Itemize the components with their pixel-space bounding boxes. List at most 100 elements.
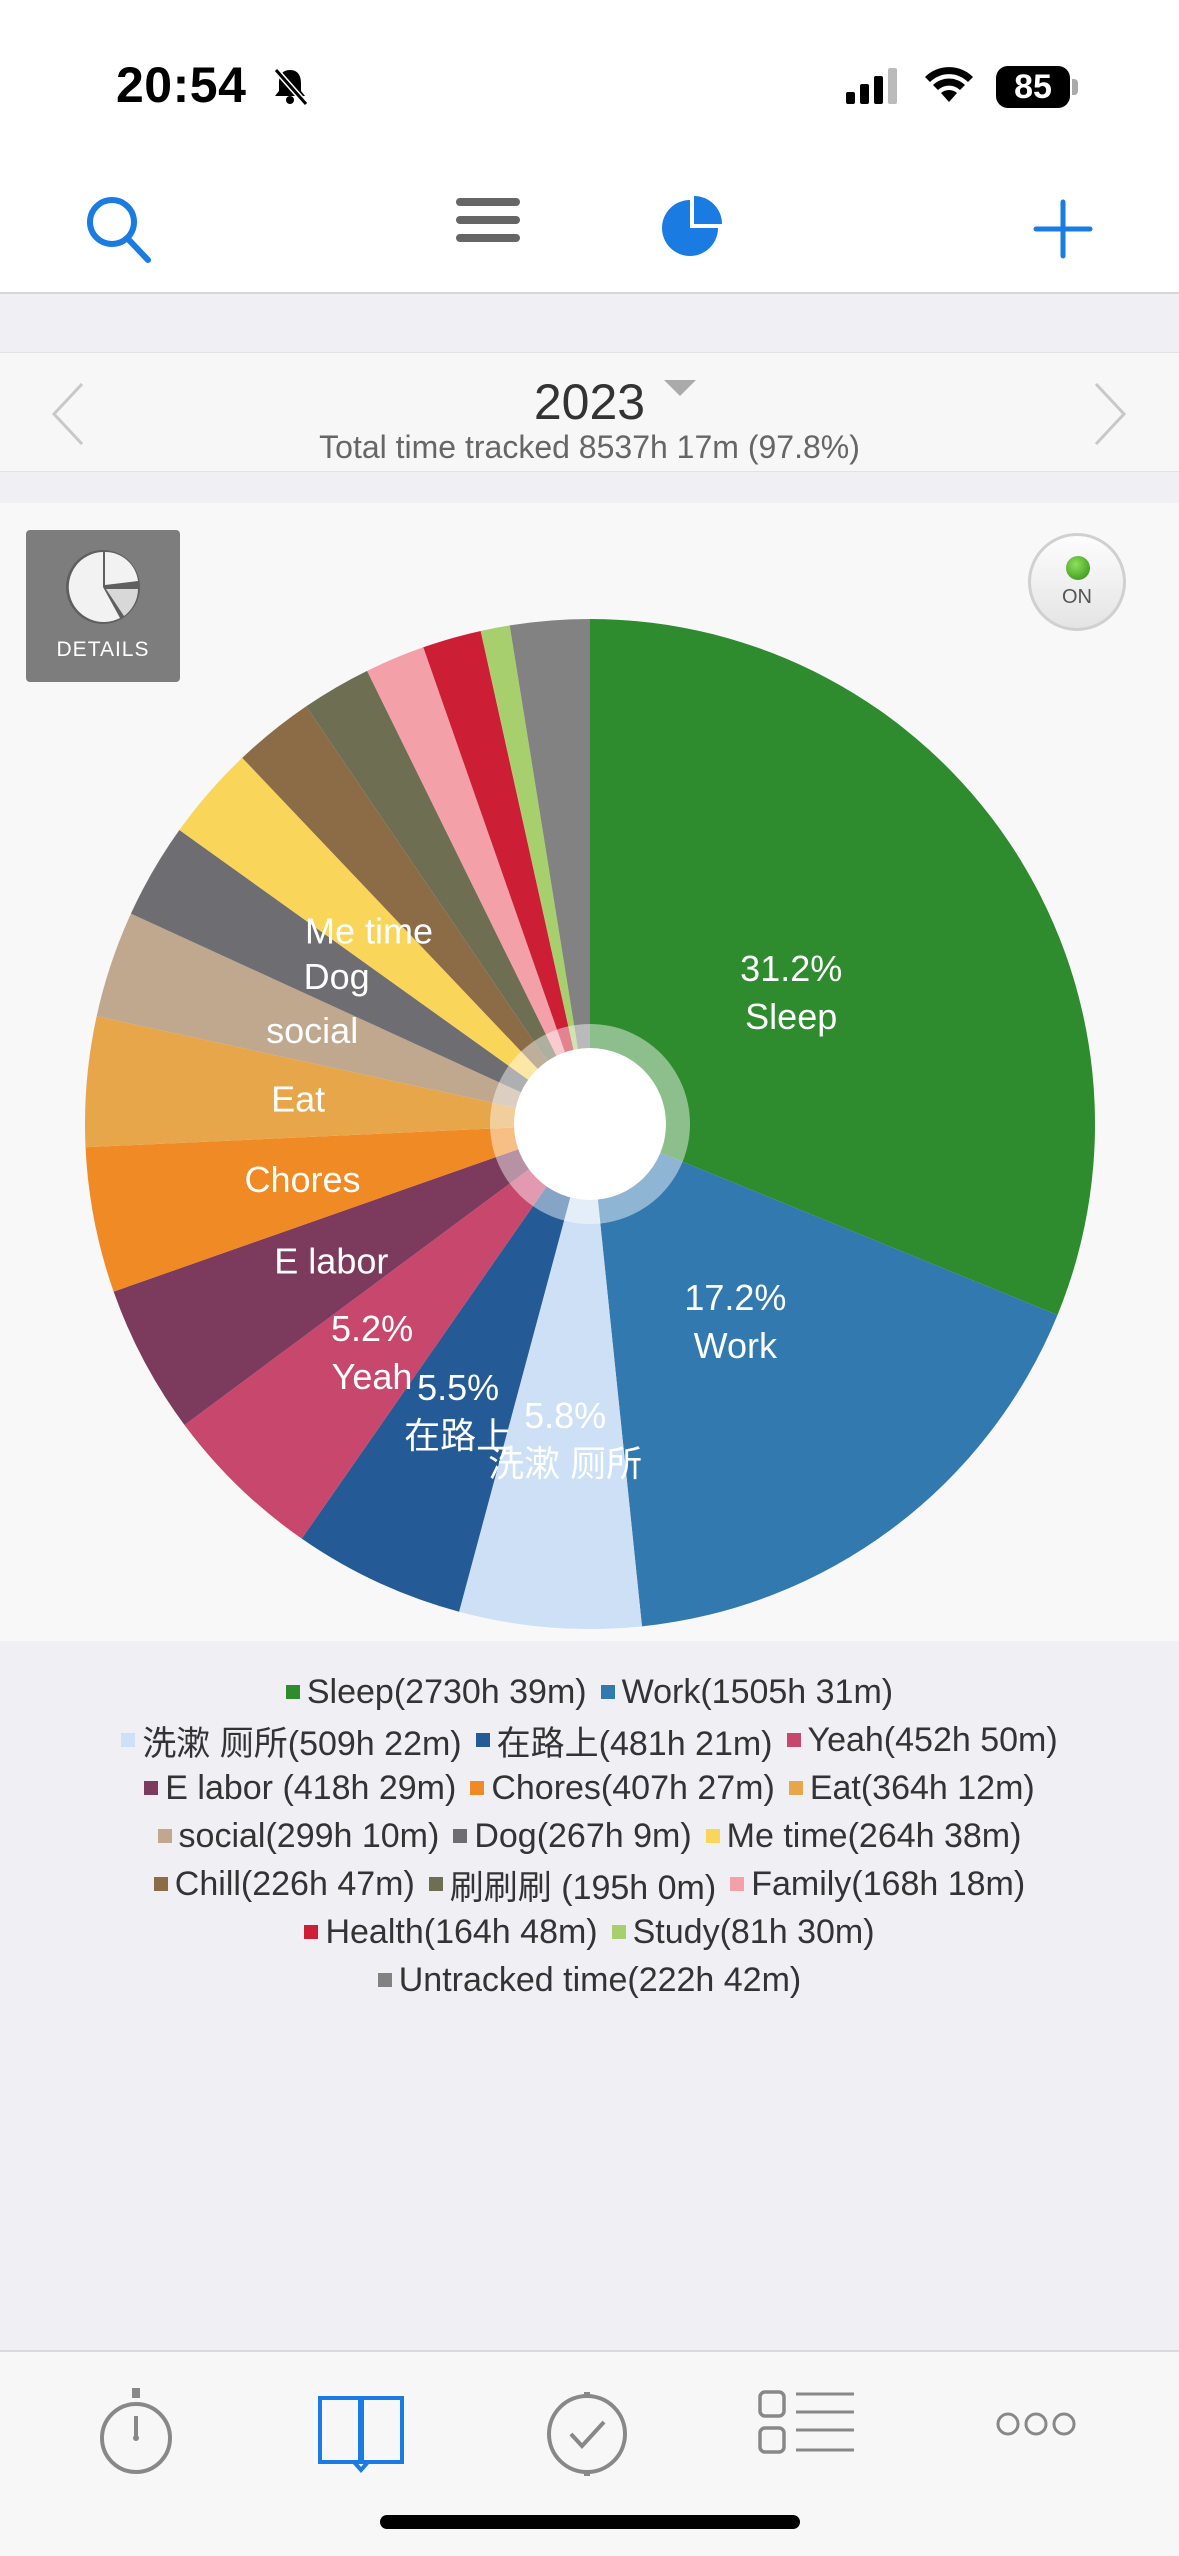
legend-label: E labor (418h 29m) [165, 1768, 457, 1807]
legend-label: Health(164h 48m) [325, 1912, 598, 1951]
legend-swatch [730, 1877, 745, 1891]
legend-swatch [304, 1925, 319, 1939]
home-indicator [380, 2515, 800, 2529]
pie-slice-health[interactable] [423, 630, 590, 1124]
pie-slice-dog[interactable] [130, 830, 590, 1124]
previous-period-chevron-icon[interactable] [50, 382, 86, 446]
labels-toggle[interactable]: ON [1028, 533, 1126, 631]
legend-item[interactable]: Chill(226h 47m) [153, 1865, 415, 1904]
battery-indicator: 85 [996, 66, 1078, 108]
legend-label: 在路上(481h 21m) [496, 1724, 773, 1763]
slice-name-label: E labor [274, 1240, 388, 1281]
legend-item[interactable]: Study(81h 30m) [611, 1912, 875, 1952]
toggle-label: ON [1062, 586, 1092, 608]
more-icon[interactable] [996, 2410, 1076, 2440]
legend-swatch [157, 1829, 172, 1843]
pie-slice-yeah[interactable] [184, 1124, 591, 1539]
pie-slice-刷刷刷[interactable] [306, 670, 590, 1124]
slice-name-label: social [266, 1010, 358, 1051]
activities-list-icon[interactable] [756, 2386, 856, 2462]
goals-icon[interactable] [544, 2386, 630, 2476]
pie-slice-social[interactable] [96, 913, 591, 1124]
wifi-icon [925, 67, 973, 102]
legend-label: Family(168h 18m) [751, 1864, 1026, 1903]
legend-label: Sleep(2730h 39m) [306, 1672, 587, 1711]
legend-item[interactable]: Eat(364h 12m) [788, 1768, 1035, 1808]
pie-slice-untracked-time[interactable] [509, 619, 590, 1124]
slice-name-label: Dog [304, 956, 370, 997]
battery-tip [1072, 79, 1078, 95]
search-icon[interactable] [84, 194, 154, 266]
legend-label: Study(81h 30m) [632, 1912, 875, 1951]
legend-item[interactable]: 在路上(481h 21m) [475, 1716, 773, 1765]
toggle-indicator [1066, 556, 1090, 580]
legend-item[interactable]: social(299h 10m) [157, 1817, 439, 1856]
legend-item[interactable]: Sleep(2730h 39m) [285, 1672, 587, 1712]
legend-label: Eat(364h 12m) [809, 1768, 1035, 1807]
legend-row: Untracked time(222h 42m) [0, 1956, 1179, 2004]
legend-row: 洗漱 厕所(509h 22m) 在路上(481h 21m) Yeah(452h 50… [0, 1716, 1179, 1764]
legend-item[interactable]: E labor (418h 29m) [144, 1769, 456, 1808]
slice-name-label: Sleep [745, 996, 837, 1037]
pie-slice-chores[interactable] [85, 1124, 591, 1292]
legend-label: Untracked time(222h 42m) [398, 1960, 802, 1999]
legend-swatch [285, 1685, 300, 1699]
pie-center-hole [514, 1048, 666, 1200]
legend-swatch [470, 1781, 485, 1795]
menu-icon[interactable] [454, 194, 522, 250]
legend-swatch [611, 1925, 626, 1939]
pie-slice-family[interactable] [367, 647, 590, 1124]
legend-swatch [377, 1973, 392, 1987]
slice-name-label: Eat [271, 1078, 325, 1119]
add-icon[interactable] [1030, 196, 1096, 262]
legend-swatch [475, 1733, 490, 1747]
total-time-tracked: Total time tracked 8537h 17m (97.8%) [319, 429, 860, 465]
period-navigator: 2023 Total time tracked 8537h 17m (97.8%… [0, 352, 1179, 472]
chart-legend: Sleep(2730h 39m) Work(1505h 31m) 洗漱 厕所(509… [0, 1668, 1179, 2004]
bell-muted-icon [273, 68, 309, 106]
chevron-down-icon[interactable] [664, 380, 696, 396]
legend-label: Yeah(452h 50m) [807, 1720, 1058, 1759]
legend-item[interactable]: Yeah(452h 50m) [786, 1720, 1058, 1760]
details-label: DETAILS [56, 638, 150, 661]
slice-percent-label: 5.8% [524, 1395, 606, 1436]
legend-row: E labor (418h 29m) Chores(407h 27m) Eat(36… [0, 1764, 1179, 1812]
pie-slice-在路上[interactable] [301, 1124, 590, 1612]
stopwatch-icon[interactable] [96, 2386, 176, 2476]
pie-slice-洗漱-厕所[interactable] [459, 1124, 642, 1629]
pie-slice-study[interactable] [480, 625, 590, 1124]
period-year[interactable]: 2023 [533, 374, 646, 430]
legend-swatch [121, 1733, 136, 1747]
legend-swatch [453, 1829, 468, 1843]
legend-row: Sleep(2730h 39m) Work(1505h 31m) [0, 1668, 1179, 1716]
legend-item[interactable]: Chores(407h 27m) [470, 1768, 775, 1808]
legend-item[interactable]: Work(1505h 31m) [600, 1673, 893, 1712]
pie-slice-eat[interactable] [85, 1016, 590, 1148]
slice-name-label: Me time [305, 911, 433, 952]
slice-name-label: 洗漱 厕所 [488, 1443, 642, 1484]
legend-swatch [600, 1685, 615, 1699]
legend-item[interactable]: Family(168h 18m) [730, 1865, 1025, 1904]
legend-item[interactable]: Health(164h 48m) [304, 1912, 598, 1952]
details-button[interactable]: DETAILS [26, 530, 180, 682]
next-period-chevron-icon[interactable] [1092, 382, 1128, 446]
pie-slice-chill[interactable] [242, 706, 590, 1124]
pie-chart[interactable]: 31.2% Sleep 17.2% Work 5.8% 洗漱 厕所 5.5% 在路上 5.2% Y… [0, 503, 1179, 1641]
legend-item[interactable]: Untracked time(222h 42m) [377, 1960, 802, 2000]
legend-label: Me time(264h 38m) [726, 1816, 1022, 1855]
slice-percent-label: 17.2% [684, 1277, 786, 1318]
legend-label: Chores(407h 27m) [491, 1768, 775, 1807]
legend-item[interactable]: 洗漱 厕所(509h 22m) [121, 1716, 462, 1765]
legend-item[interactable]: Me time(264h 38m) [705, 1816, 1022, 1856]
legend-item[interactable]: 刷刷刷 (195h 0m) [428, 1860, 716, 1909]
pie-slice-e-labor[interactable] [113, 1124, 591, 1425]
pie-slice-me-time[interactable] [179, 757, 591, 1124]
legend-swatch [788, 1781, 803, 1795]
legend-item[interactable]: Dog(267h 9m) [453, 1817, 692, 1856]
pie-chart-icon[interactable] [658, 194, 726, 262]
legend-row: social(299h 10m) Dog(267h 9m) Me time(264h… [0, 1812, 1179, 1860]
pie-slice-work[interactable] [590, 1124, 1058, 1627]
cellular-signal-icon [846, 68, 897, 104]
log-book-icon[interactable] [316, 2386, 406, 2476]
pie-slice-sleep[interactable] [590, 619, 1095, 1315]
